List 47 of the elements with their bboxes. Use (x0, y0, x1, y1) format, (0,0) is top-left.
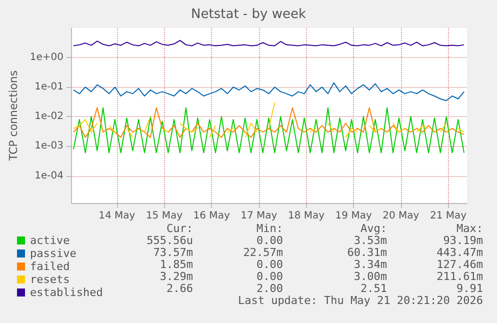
text: Avg: (360, 222, 387, 235)
text: 3.29m (160, 270, 194, 283)
y-tick-label: 1e-02 (34, 111, 64, 122)
text: 2.51 (360, 282, 387, 295)
y-axis-title: TCP connections (7, 70, 20, 162)
text: 93.19m (443, 234, 484, 247)
y-tick-label: 1e-01 (34, 82, 64, 93)
text: 3.53m (354, 234, 388, 247)
y-tick-label: 1e-04 (34, 170, 64, 182)
text: 2.66 (166, 282, 193, 295)
text: 127.46m (436, 258, 484, 271)
text: 22.57m (243, 246, 284, 259)
x-tick-label: 15 May (146, 210, 183, 222)
legend-label: failed (30, 260, 70, 273)
text: 1.85m (160, 258, 194, 271)
x-tick-label: 16 May (193, 210, 230, 222)
legend-label: resets (30, 273, 70, 286)
y-tick-label: 1e+00 (30, 52, 64, 64)
text: 0.00 (256, 270, 283, 283)
chart-title: Netstat - by week (191, 7, 306, 22)
line-series (72, 82, 465, 102)
text: 3.34m (354, 258, 388, 271)
text: 9.91 (456, 282, 483, 295)
line-series (72, 107, 465, 154)
text: 2.00 (256, 282, 283, 295)
text: Last update: Thu May 21 20:21:20 2026 (238, 294, 483, 307)
x-tick-label: 14 May (98, 210, 136, 222)
legend-label: active (30, 234, 70, 247)
x-tick-label: 17 May (240, 210, 278, 222)
text: 3.00m (354, 270, 388, 283)
x-tick-label: 19 May (335, 210, 372, 222)
x-tick-label: 21 May (430, 210, 467, 222)
text: 211.61m (436, 270, 484, 283)
legend-label: established (30, 286, 103, 299)
text: 0.00 (256, 234, 283, 247)
text: 60.31m (347, 246, 388, 259)
text: 555.56u (146, 234, 193, 247)
text: Min: (256, 222, 283, 235)
y-tick-label: 1e-03 (34, 140, 64, 152)
text: Max: (456, 222, 483, 235)
text: Cur: (166, 222, 193, 235)
legend-label: passive (30, 247, 76, 260)
x-tick-label: 18 May (288, 210, 325, 222)
x-tick-label: 20 May (382, 210, 420, 222)
text: 73.57m (153, 246, 194, 259)
text: 0.00 (256, 258, 283, 271)
text: 443.47m (436, 246, 484, 259)
